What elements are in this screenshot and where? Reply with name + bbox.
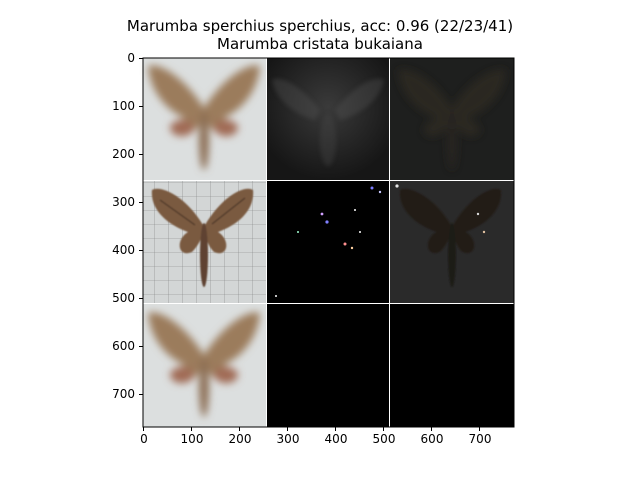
- x-tick-marks: [143, 427, 480, 431]
- panel-row2-col1: [143, 181, 266, 303]
- y-tick-label: 0: [127, 51, 135, 65]
- moth-blurry-icon: [148, 65, 260, 170]
- panel-row3-col1: [143, 304, 266, 427]
- moth-specimen-icon: [151, 188, 254, 287]
- x-tick-label: 200: [228, 432, 252, 446]
- panel-row1-col3: [390, 58, 514, 180]
- panel-row3-col2: [267, 304, 389, 427]
- y-tick-label: 700: [112, 387, 135, 401]
- axes-frame: [142, 57, 515, 428]
- y-tick-label: 500: [112, 291, 135, 305]
- panel-row1-col2: [267, 58, 389, 180]
- y-tick-label: 600: [112, 339, 135, 353]
- figure-title-line-2: Marumba cristata bukaiana: [217, 35, 423, 53]
- panel-row3-col3: [390, 304, 514, 427]
- panel-row1-col1: [143, 58, 266, 180]
- y-tick-marks: [139, 58, 143, 395]
- figure-title-line-1: Marumba sperchius sperchius, acc: 0.96 (…: [126, 17, 514, 35]
- x-tick-label: 0: [140, 432, 148, 446]
- y-tick-label: 400: [112, 243, 135, 257]
- x-tick-label: 500: [372, 432, 396, 446]
- x-tick-label: 400: [324, 432, 348, 446]
- x-tick-label: 700: [468, 432, 492, 446]
- y-tick-label: 200: [112, 147, 135, 161]
- x-tick-label: 300: [276, 432, 300, 446]
- x-tick-label: 600: [420, 432, 444, 446]
- panel-row2-col3: [390, 181, 514, 303]
- y-tick-label: 300: [112, 195, 135, 209]
- panel-row2-col2: [267, 181, 389, 303]
- y-tick-label: 100: [112, 99, 135, 113]
- x-tick-label: 100: [180, 432, 204, 446]
